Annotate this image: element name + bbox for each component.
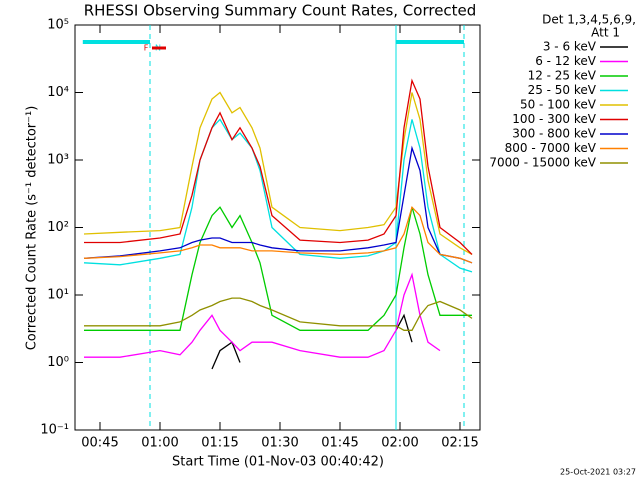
plot-frame — [74, 24, 481, 431]
legend-label: 50 - 100 keV — [520, 98, 597, 112]
legend-label: 25 - 50 keV — [528, 83, 597, 97]
legend-label: 800 - 7000 keV — [505, 141, 597, 155]
x-tick-label: 02:00 — [381, 436, 418, 451]
y-axis-label: Corrected Count Rate (s⁻¹ detector⁻¹) — [25, 106, 40, 351]
series-line — [83, 145, 473, 264]
series-line — [211, 313, 413, 370]
legend-label: 12 - 25 keV — [528, 69, 597, 83]
y-tick-label: 10⁵ — [47, 18, 69, 33]
legend-label: 100 - 300 keV — [512, 112, 596, 126]
series-line — [84, 78, 473, 255]
series-line — [83, 91, 473, 255]
x-tick-label: 01:45 — [321, 436, 358, 451]
series-line — [84, 272, 441, 358]
y-tick-label: 10³ — [47, 153, 69, 168]
y-tick-label: 10² — [47, 220, 69, 235]
x-axis-label: Start Time (01-Nov-03 00:40:42) — [172, 455, 384, 470]
y-tick-label: 10⁴ — [47, 85, 69, 100]
x-tick-label: 01:00 — [141, 436, 178, 451]
x-tick-label: 01:30 — [261, 436, 298, 451]
legend-header: Att 1 — [591, 26, 620, 40]
legend-label: 7000 - 15000 keV — [489, 156, 596, 170]
chart-title: RHESSI Observing Summary Count Rates, Co… — [84, 2, 477, 20]
y-tick-label: 10¹ — [47, 288, 69, 303]
x-tick-label: 02:15 — [441, 436, 478, 451]
y-tick-label: 10⁻¹ — [40, 423, 69, 438]
x-tick-label: 00:45 — [81, 436, 118, 451]
series-line — [83, 205, 473, 264]
legend-label: 300 - 800 keV — [512, 127, 596, 141]
legend-header: Det 1,3,4,5,6,9, — [542, 13, 636, 27]
footer-date: 25-Oct-2021 03:27 — [560, 468, 636, 477]
y-tick-label: 10⁰ — [47, 355, 69, 370]
series-line — [84, 297, 473, 331]
series-line — [84, 206, 472, 331]
series-line — [83, 118, 473, 273]
flag-label: F — [144, 44, 149, 53]
legend-label: 6 - 12 keV — [535, 54, 597, 68]
legend-label: 3 - 6 keV — [543, 40, 597, 54]
x-tick-label: 01:15 — [201, 436, 238, 451]
